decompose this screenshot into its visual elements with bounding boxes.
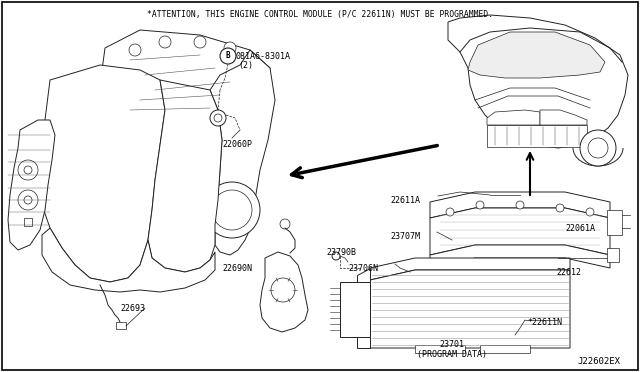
Circle shape — [170, 110, 180, 120]
Polygon shape — [370, 270, 570, 348]
Circle shape — [556, 204, 564, 212]
Polygon shape — [468, 32, 605, 78]
Polygon shape — [540, 110, 587, 125]
Bar — [487, 125, 587, 147]
Text: 22690N: 22690N — [222, 264, 252, 273]
Circle shape — [113, 87, 123, 97]
Polygon shape — [430, 245, 610, 268]
Circle shape — [476, 201, 484, 209]
Bar — [340, 282, 370, 337]
Circle shape — [271, 278, 295, 302]
Circle shape — [159, 36, 171, 48]
Text: 23706N: 23706N — [348, 264, 378, 273]
Polygon shape — [148, 80, 222, 272]
Polygon shape — [448, 15, 628, 148]
Circle shape — [212, 190, 252, 230]
Circle shape — [129, 44, 141, 56]
Polygon shape — [210, 50, 275, 255]
Circle shape — [250, 57, 260, 67]
Circle shape — [24, 166, 32, 174]
Text: 22612: 22612 — [556, 268, 581, 277]
Text: 22061A: 22061A — [565, 224, 595, 233]
Polygon shape — [42, 228, 215, 292]
Circle shape — [135, 103, 145, 113]
Circle shape — [210, 103, 220, 113]
Bar — [607, 210, 622, 235]
Circle shape — [588, 138, 608, 158]
Bar — [24, 218, 32, 226]
Text: (PROGRAM DATA): (PROGRAM DATA) — [417, 350, 487, 359]
Circle shape — [332, 252, 340, 260]
Polygon shape — [430, 192, 610, 218]
Polygon shape — [100, 30, 270, 128]
Bar — [607, 248, 619, 262]
Text: *22611N: *22611N — [527, 318, 562, 327]
Text: 23701: 23701 — [440, 340, 465, 349]
Circle shape — [210, 110, 226, 126]
Circle shape — [24, 196, 32, 204]
Circle shape — [220, 48, 236, 64]
Text: 23790B: 23790B — [326, 248, 356, 257]
Bar — [480, 345, 530, 353]
Circle shape — [446, 208, 454, 216]
Circle shape — [18, 190, 38, 210]
Circle shape — [194, 36, 206, 48]
Polygon shape — [260, 252, 308, 332]
Circle shape — [586, 208, 594, 216]
Text: 081A6-8301A: 081A6-8301A — [235, 52, 290, 61]
Text: J22602EX: J22602EX — [577, 357, 620, 366]
Text: (2): (2) — [238, 61, 253, 70]
Polygon shape — [8, 120, 55, 250]
Text: 22060P: 22060P — [222, 140, 252, 149]
Polygon shape — [370, 258, 570, 280]
Circle shape — [214, 114, 222, 122]
Circle shape — [516, 201, 524, 209]
Circle shape — [204, 182, 260, 238]
Text: *ATTENTION, THIS ENGINE CONTROL MODULE (P/C 22611N) MUST BE PROGRAMMED.: *ATTENTION, THIS ENGINE CONTROL MODULE (… — [147, 10, 493, 19]
Circle shape — [280, 219, 290, 229]
Bar — [116, 322, 126, 329]
Text: 23707M: 23707M — [390, 232, 420, 241]
Polygon shape — [430, 208, 610, 255]
Polygon shape — [38, 65, 165, 282]
Circle shape — [18, 160, 38, 180]
Text: B: B — [226, 51, 230, 61]
Circle shape — [580, 130, 616, 166]
Polygon shape — [357, 268, 370, 348]
Polygon shape — [487, 110, 540, 125]
Circle shape — [240, 85, 250, 95]
Text: 22693: 22693 — [120, 304, 145, 313]
Circle shape — [224, 42, 236, 54]
Text: 22611A: 22611A — [390, 196, 420, 205]
Bar — [415, 345, 465, 353]
